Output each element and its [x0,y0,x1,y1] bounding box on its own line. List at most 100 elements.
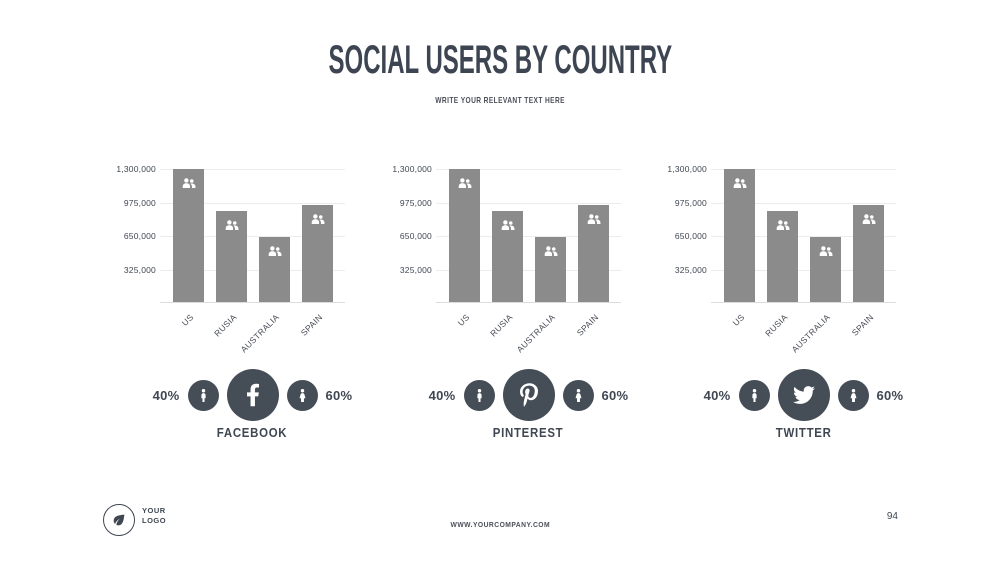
male-share-value: 40% [703,387,731,403]
website-url: WWW.YOURCOMPANY.COM [450,520,550,529]
x-axis-labels: US RUSIA AUSTRALIA SPAIN [160,312,345,372]
gridline [160,202,345,204]
x-axis-labels: US RUSIA AUSTRALIA SPAIN [436,312,621,372]
female-share-value: 60% [876,387,904,403]
users-icon [182,178,195,189]
plot-area [436,169,621,303]
y-tick-label: 975,000 [674,197,707,208]
y-axis-labels: 1,300,000 975,000 650,000 325,000 [112,164,160,303]
male-share-value: 40% [152,387,180,403]
x-tick-label: SPAIN [298,312,325,338]
users-icon [544,246,557,257]
bar-spain [301,205,333,303]
x-axis-line [436,302,621,303]
bar-us [172,169,204,303]
leaf-icon [113,514,125,526]
x-tick-label: RUSIA [487,312,515,339]
page-subtitle: WRITE YOUR RELEVANT TEXT HERE [435,95,565,105]
gender-split-row: 40% 60% [153,369,352,421]
bar-rusia [215,211,247,303]
users-icon [862,214,875,225]
bar-rusia [491,211,523,303]
chart-group-facebook: 1,300,000 975,000 650,000 325,000 US RUSIA AU… [112,160,352,450]
logo-text-line1: YOUR [142,506,166,515]
logo-text-line2: LOGO [142,516,167,525]
gridline [436,269,621,271]
gridline [160,236,345,237]
page-number: 94 [886,511,898,522]
bars [436,169,621,303]
y-axis-labels: 1,300,000 975,000 650,000 325,000 [663,164,711,303]
plot-area [711,169,896,303]
y-tick-label: 1,300,000 [116,164,156,174]
users-icon [458,178,471,189]
gridline [711,169,896,170]
bars [711,169,896,303]
bars [160,169,345,303]
users-icon [819,246,832,257]
users-icon [587,214,600,225]
y-tick-label: 650,000 [399,231,432,241]
female-share-value: 60% [601,387,629,403]
users-icon [776,220,789,231]
logo-text: YOUR LOGO [142,506,166,526]
gridline [160,169,345,170]
users-icon [268,246,281,257]
twitter-icon [777,369,830,421]
bar-us [723,169,755,303]
pinterest-icon [502,369,555,421]
y-tick-label: 975,000 [123,197,156,208]
gridline [160,269,345,271]
network-label: PINTEREST [493,425,564,440]
bar-us [448,169,480,303]
y-tick-label: 650,000 [674,231,707,241]
page-title: SOCIAL USERS BY COUNTRY [328,38,672,82]
facebook-icon [226,369,279,421]
company-logo [103,504,135,536]
users-icon [733,178,746,189]
gridline [711,269,896,271]
x-tick-label: US [179,312,196,328]
users-icon [225,220,238,231]
gridline [436,236,621,237]
bar-spain [577,205,609,303]
x-axis-line [711,302,896,303]
female-icon [562,379,594,411]
x-tick-label: RUSIA [762,312,790,339]
bar-rusia [766,211,798,303]
y-tick-label: 975,000 [399,197,432,208]
gridline [436,202,621,204]
chart-group-pinterest: 1,300,000 975,000 650,000 325,000 US RUSIA AU… [388,160,628,450]
male-icon [187,379,219,411]
gridline [711,202,896,204]
x-tick-label: US [455,312,472,328]
x-tick-label: RUSIA [211,312,239,339]
bar-spain [852,205,884,303]
gridline [436,169,621,170]
y-tick-label: 1,300,000 [667,164,707,174]
male-share-value: 40% [428,387,456,403]
chart-group-twitter: 1,300,000 975,000 650,000 325,000 US RUSIA AU… [663,160,903,450]
users-icon [501,220,514,231]
x-axis-labels: US RUSIA AUSTRALIA SPAIN [711,312,896,372]
bar-australia [258,237,290,303]
female-icon [286,379,318,411]
plot-area [160,169,345,303]
y-tick-label: 325,000 [399,264,432,275]
x-tick-label: AUSTRALIA [238,312,282,355]
y-tick-label: 325,000 [674,264,707,275]
y-tick-label: 1,300,000 [392,164,432,174]
y-tick-label: 650,000 [123,231,156,241]
y-axis-labels: 1,300,000 975,000 650,000 325,000 [388,164,436,303]
network-label: FACEBOOK [217,425,288,440]
x-tick-label: AUSTRALIA [789,312,833,355]
users-icon [311,214,324,225]
female-share-value: 60% [325,387,353,403]
female-icon [837,379,869,411]
network-label: TWITTER [775,425,832,440]
x-tick-label: US [730,312,747,328]
x-axis-line [160,302,345,303]
x-tick-label: AUSTRALIA [514,312,558,355]
x-tick-label: SPAIN [849,312,876,338]
